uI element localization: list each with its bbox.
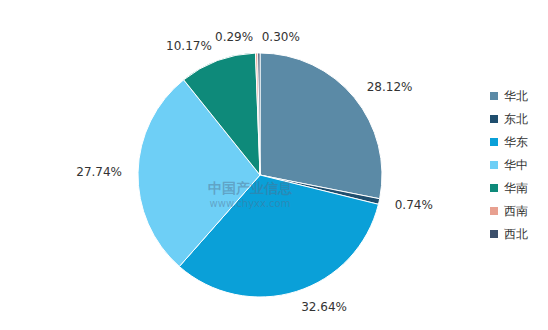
html-text:华东: 华东 (504, 134, 528, 149)
html-text:华中: 华中 (504, 157, 528, 172)
svg-text:32.64%: 32.64% (301, 300, 347, 314)
html-text:华北: 华北 (504, 88, 528, 103)
html-text:东北: 东北 (504, 111, 528, 126)
svg-text:28.12%: 28.12% (367, 80, 413, 94)
html-text:www.chyxx.com: www.chyxx.com (209, 198, 291, 209)
html-text:西南: 西南 (504, 203, 528, 218)
html-text:中国产业信息: 中国产业信息 (208, 180, 292, 196)
html-text:西北: 西北 (504, 226, 528, 241)
svg-text:10.17%: 10.17% (166, 39, 212, 53)
svg-text:27.74%: 27.74% (76, 165, 122, 179)
svg-text:0.29%: 0.29% (215, 30, 253, 44)
html-text:华南: 华南 (504, 180, 528, 195)
svg-text:0.74%: 0.74% (395, 198, 433, 212)
svg-text:0.30%: 0.30% (262, 30, 300, 44)
